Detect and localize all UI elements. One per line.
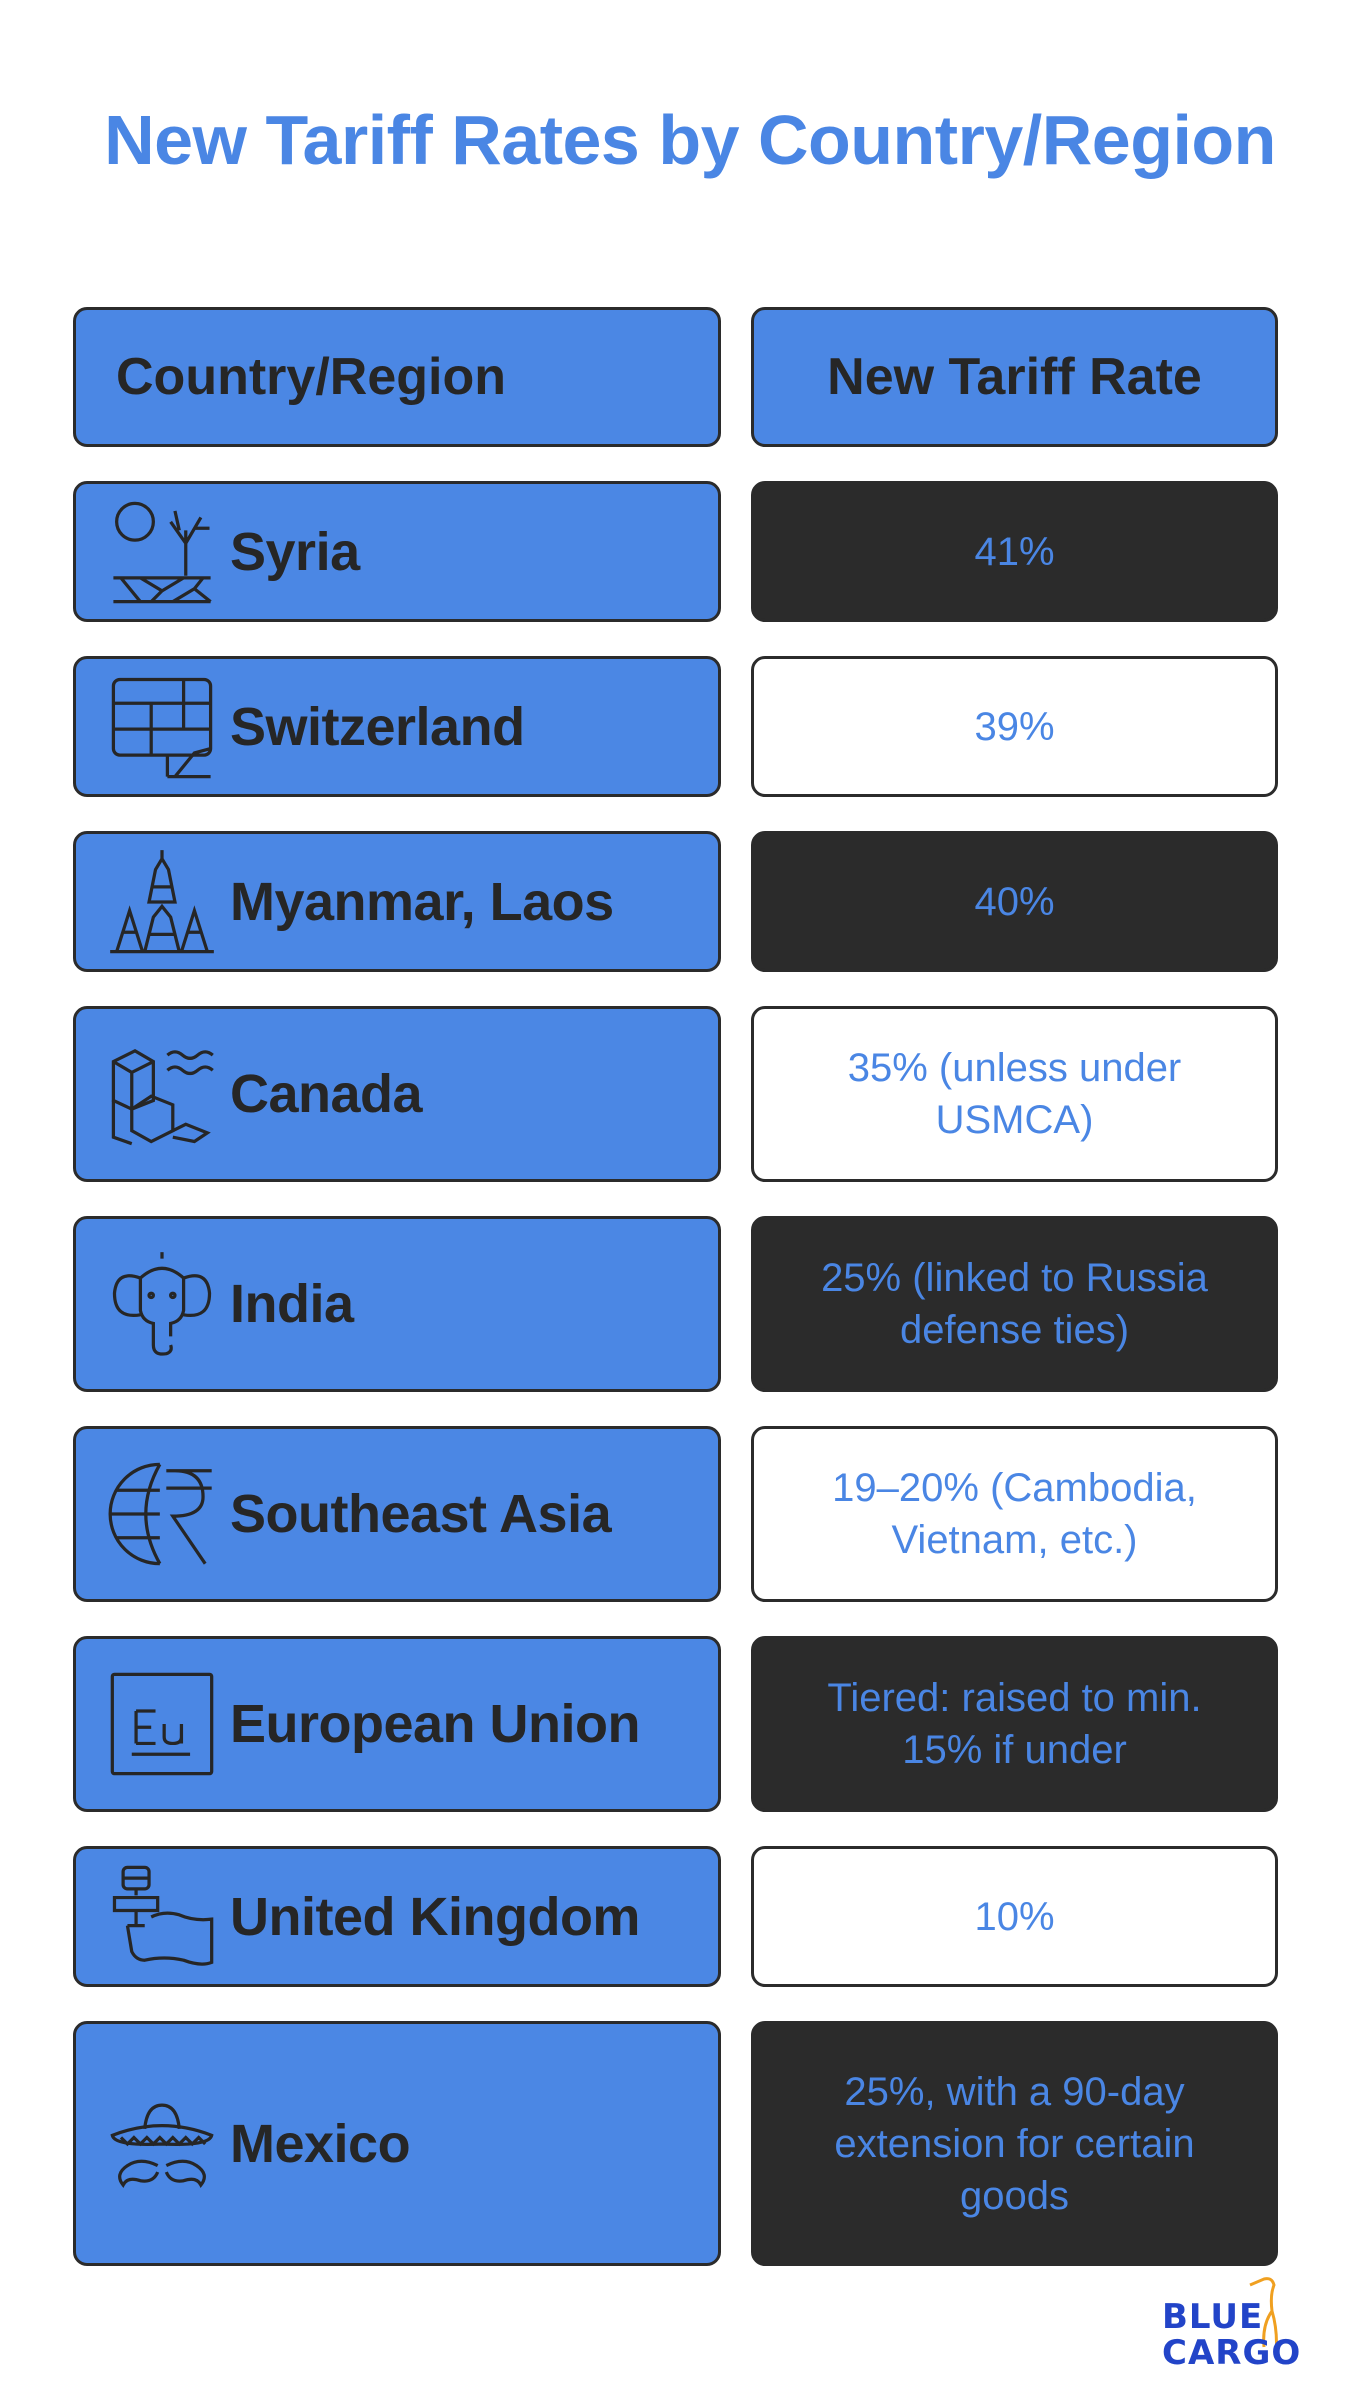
logo-line2: CARGO	[1162, 2333, 1302, 2373]
table-row: Switzerland 39%	[73, 656, 1278, 797]
rate-cell: 25%, with a 90-day extension for certain…	[751, 2021, 1278, 2266]
country-name: Mexico	[230, 2113, 411, 2174]
southeast-asia-globe-currency-icon	[106, 1459, 218, 1569]
country-cell: European Union	[73, 1636, 721, 1812]
rate-cell: 39%	[751, 656, 1278, 797]
tariff-table: Country/Region New Tariff Rate Syria 41%	[73, 307, 1278, 2300]
header-rate: New Tariff Rate	[751, 307, 1278, 447]
country-cell: Southeast Asia	[73, 1426, 721, 1602]
eu-element-icon	[106, 1669, 218, 1779]
table-row: Canada 35% (unless under USMCA)	[73, 1006, 1278, 1182]
myanmar-laos-pagoda-icon	[106, 847, 218, 957]
rate-value: 35% (unless under USMCA)	[847, 1046, 1182, 1142]
rate-value: 40%	[974, 879, 1055, 924]
rate-cell: 41%	[751, 481, 1278, 622]
country-name: European Union	[230, 1694, 641, 1754]
header-country: Country/Region	[73, 307, 721, 447]
heron-icon	[1249, 2277, 1278, 2356]
rate-value: 10%	[974, 1894, 1055, 1939]
country-name: Switzerland	[230, 696, 525, 757]
country-cell: India	[73, 1216, 721, 1392]
country-cell: United Kingdom	[73, 1846, 721, 1987]
country-name: Canada	[230, 1064, 423, 1124]
country-name: United Kingdom	[230, 1886, 640, 1947]
india-elephant-icon	[106, 1249, 218, 1359]
syria-landscape-icon	[106, 497, 218, 607]
rate-cell: 35% (unless under USMCA)	[751, 1006, 1278, 1182]
table-row: United Kingdom 10%	[73, 1846, 1278, 1987]
rate-cell: 19–20% (Cambodia, Vietnam, etc.)	[751, 1426, 1278, 1602]
country-cell: Switzerland	[73, 656, 721, 797]
mexico-sombrero-icon	[106, 2089, 218, 2199]
country-name: India	[230, 1274, 354, 1334]
page-title: New Tariff Rates by Country/Region	[104, 101, 1276, 179]
switzerland-chalet-icon	[106, 672, 218, 782]
rate-cell: 10%	[751, 1846, 1278, 1987]
table-row: Mexico 25%, with a 90-day extension for …	[73, 2021, 1278, 2266]
rate-value: 25% (linked to Russia defense ties)	[821, 1256, 1208, 1352]
country-cell: Canada	[73, 1006, 721, 1182]
country-name: Southeast Asia	[230, 1484, 612, 1544]
rate-cell: 25% (linked to Russia defense ties)	[751, 1216, 1278, 1392]
rate-value: 25%, with a 90-day extension for certain…	[834, 2069, 1195, 2218]
rate-cell: Tiered: raised to min. 15% if under	[751, 1636, 1278, 1812]
rate-value: 39%	[974, 704, 1055, 749]
rate-value: 41%	[974, 529, 1055, 574]
table-row: Syria 41%	[73, 481, 1278, 622]
rate-value: Tiered: raised to min. 15% if under	[827, 1676, 1202, 1772]
logo-line1: BLUE	[1162, 2297, 1264, 2337]
country-name: Myanmar, Laos	[230, 871, 614, 932]
united-kingdom-flag-hand-icon	[106, 1862, 218, 1972]
rate-cell: 40%	[751, 831, 1278, 972]
canada-iceberg-icon	[106, 1039, 218, 1149]
bluecargo-logo: BLUE CARGO	[1162, 2275, 1300, 2375]
rate-value: 19–20% (Cambodia, Vietnam, etc.)	[832, 1466, 1197, 1562]
country-cell: Myanmar, Laos	[73, 831, 721, 972]
table-row: Myanmar, Laos 40%	[73, 831, 1278, 972]
table-row: India 25% (linked to Russia defense ties…	[73, 1216, 1278, 1392]
table-row: Southeast Asia 19–20% (Cambodia, Vietnam…	[73, 1426, 1278, 1602]
table-header-row: Country/Region New Tariff Rate	[73, 307, 1278, 447]
table-row: European Union Tiered: raised to min. 15…	[73, 1636, 1278, 1812]
country-cell: Syria	[73, 481, 721, 622]
country-cell: Mexico	[73, 2021, 721, 2266]
country-name: Syria	[230, 521, 360, 582]
